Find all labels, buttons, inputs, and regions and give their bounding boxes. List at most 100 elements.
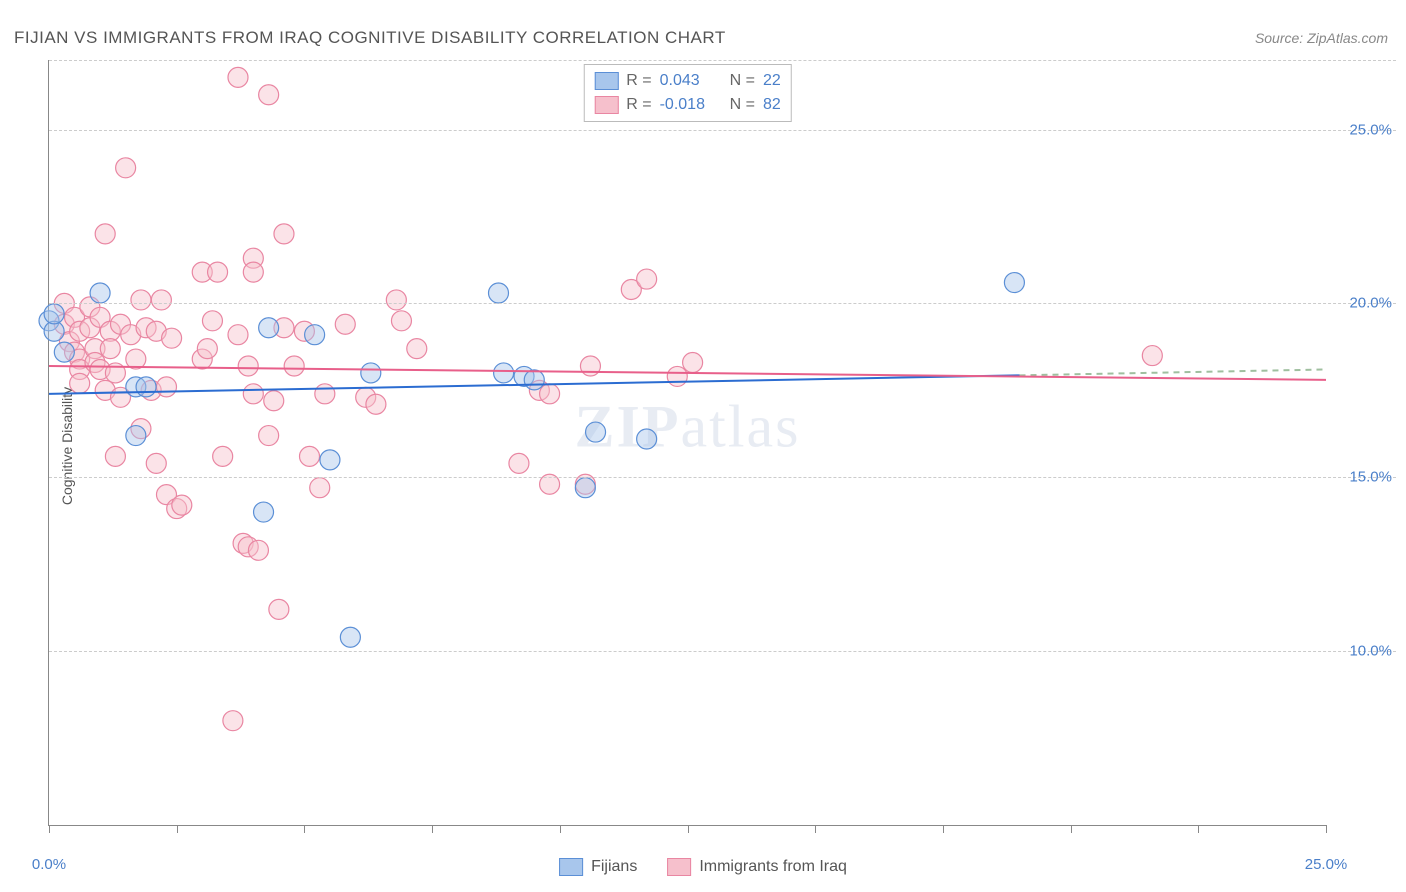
x-tick xyxy=(1071,825,1072,833)
scatter-point xyxy=(197,339,217,359)
stats-row: R = -0.018 N = 82 xyxy=(594,93,780,117)
x-tick-label: 0.0% xyxy=(32,856,66,873)
scatter-point xyxy=(151,290,171,310)
x-tick xyxy=(177,825,178,833)
legend-swatch xyxy=(594,72,618,90)
y-tick-label: 20.0% xyxy=(1349,295,1392,312)
y-tick-label: 10.0% xyxy=(1349,643,1392,660)
scatter-svg xyxy=(49,60,1326,825)
legend-swatch xyxy=(667,858,691,876)
scatter-point xyxy=(315,384,335,404)
scatter-point xyxy=(90,283,110,303)
scatter-point xyxy=(95,224,115,244)
source-attribution: Source: ZipAtlas.com xyxy=(1255,30,1388,46)
scatter-point xyxy=(202,311,222,331)
x-tick-label: 25.0% xyxy=(1305,856,1348,873)
scatter-point xyxy=(637,269,657,289)
gridline xyxy=(49,651,1396,652)
scatter-point xyxy=(228,325,248,345)
r-value: -0.018 xyxy=(660,93,722,117)
scatter-point xyxy=(44,304,64,324)
scatter-point xyxy=(586,422,606,442)
gridline xyxy=(49,477,1396,478)
x-tick xyxy=(49,825,50,833)
scatter-point xyxy=(228,67,248,87)
scatter-point xyxy=(683,353,703,373)
x-tick xyxy=(432,825,433,833)
scatter-point xyxy=(126,426,146,446)
scatter-point xyxy=(580,356,600,376)
scatter-point xyxy=(524,370,544,390)
scatter-point xyxy=(305,325,325,345)
scatter-point xyxy=(310,478,330,498)
y-tick-label: 15.0% xyxy=(1349,469,1392,486)
x-tick xyxy=(560,825,561,833)
n-value: 22 xyxy=(763,69,781,93)
scatter-point xyxy=(259,426,279,446)
gridline xyxy=(49,60,1396,61)
legend-label: Immigrants from Iraq xyxy=(699,858,847,876)
scatter-point xyxy=(386,290,406,310)
scatter-point xyxy=(637,429,657,449)
scatter-point xyxy=(575,478,595,498)
y-tick-label: 25.0% xyxy=(1349,121,1392,138)
scatter-point xyxy=(243,384,263,404)
legend-swatch xyxy=(559,858,583,876)
scatter-point xyxy=(70,373,90,393)
x-tick xyxy=(1326,825,1327,833)
scatter-point xyxy=(667,366,687,386)
scatter-point xyxy=(407,339,427,359)
scatter-point xyxy=(1004,273,1024,293)
scatter-point xyxy=(489,283,509,303)
r-label: R = xyxy=(626,93,651,117)
x-tick xyxy=(1198,825,1199,833)
trend-line-extrapolated xyxy=(1020,369,1326,375)
scatter-point xyxy=(243,262,263,282)
chart-plot-area: ZIPatlas R =0.043N =22R =-0.018N =82 10.… xyxy=(48,60,1326,826)
scatter-point xyxy=(320,450,340,470)
scatter-point xyxy=(391,311,411,331)
legend-item: Immigrants from Iraq xyxy=(667,858,847,876)
legend-swatch xyxy=(594,96,618,114)
r-value: 0.043 xyxy=(660,69,722,93)
n-label: N = xyxy=(730,69,755,93)
chart-title: FIJIAN VS IMMIGRANTS FROM IRAQ COGNITIVE… xyxy=(14,28,726,48)
n-label: N = xyxy=(730,93,755,117)
scatter-point xyxy=(340,627,360,647)
scatter-point xyxy=(172,495,192,515)
scatter-point xyxy=(274,224,294,244)
scatter-point xyxy=(1142,346,1162,366)
scatter-point xyxy=(100,339,120,359)
scatter-point xyxy=(494,363,514,383)
scatter-point xyxy=(238,356,258,376)
r-label: R = xyxy=(626,69,651,93)
scatter-point xyxy=(248,540,268,560)
scatter-point xyxy=(162,328,182,348)
scatter-point xyxy=(54,342,74,362)
scatter-point xyxy=(284,356,304,376)
scatter-point xyxy=(213,446,233,466)
scatter-point xyxy=(259,318,279,338)
correlation-stats-box: R = 0.043 N = 22 R = -0.018 N = 82 xyxy=(583,64,791,122)
x-tick xyxy=(304,825,305,833)
scatter-point xyxy=(361,363,381,383)
scatter-point xyxy=(335,314,355,334)
scatter-point xyxy=(105,446,125,466)
n-value: 82 xyxy=(763,93,781,117)
scatter-point xyxy=(136,377,156,397)
scatter-point xyxy=(540,384,560,404)
scatter-point xyxy=(116,158,136,178)
scatter-point xyxy=(300,446,320,466)
scatter-point xyxy=(264,391,284,411)
scatter-point xyxy=(259,85,279,105)
scatter-point xyxy=(223,711,243,731)
scatter-point xyxy=(269,599,289,619)
legend-item: Fijians xyxy=(559,858,637,876)
scatter-point xyxy=(366,394,386,414)
scatter-point xyxy=(509,453,529,473)
gridline xyxy=(49,130,1396,131)
x-tick xyxy=(943,825,944,833)
scatter-point xyxy=(156,377,176,397)
gridline xyxy=(49,303,1396,304)
bottom-legend: Fijians Immigrants from Iraq xyxy=(559,858,847,876)
